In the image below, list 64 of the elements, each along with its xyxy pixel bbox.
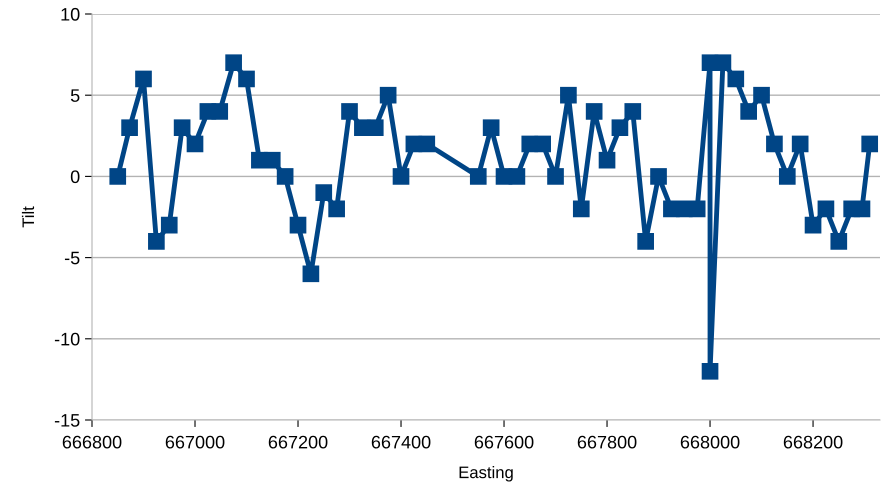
point — [586, 103, 602, 120]
point — [714, 54, 732, 72]
x-tick-label: 667800 — [578, 436, 636, 449]
x-axis-title: Easting — [460, 466, 513, 482]
point — [804, 216, 822, 234]
point — [135, 70, 152, 88]
point — [392, 168, 410, 185]
point — [174, 119, 190, 136]
x-tick-label: 667600 — [474, 436, 534, 449]
point — [276, 168, 294, 185]
point — [109, 168, 126, 185]
point — [211, 103, 228, 120]
point — [315, 184, 332, 201]
point — [572, 200, 590, 218]
x-tick-label: 667200 — [268, 436, 328, 449]
point — [598, 152, 616, 168]
point — [328, 200, 345, 218]
point — [778, 168, 796, 185]
point — [264, 152, 281, 168]
point — [637, 233, 654, 250]
y-tick-label: 5 — [70, 89, 80, 102]
point — [612, 119, 628, 136]
point — [121, 119, 138, 136]
point — [186, 136, 204, 152]
point — [238, 70, 255, 88]
point — [482, 119, 500, 136]
point — [160, 216, 178, 234]
point — [727, 70, 744, 88]
point — [854, 200, 870, 218]
point — [470, 168, 487, 185]
point — [508, 168, 526, 185]
point — [534, 136, 551, 152]
x-tick-label: 667400 — [372, 436, 430, 449]
point — [366, 119, 384, 136]
point — [560, 86, 577, 104]
point — [225, 54, 242, 72]
point — [418, 136, 436, 152]
y-tick-label: 10 — [61, 8, 80, 21]
point — [818, 200, 834, 218]
point — [547, 168, 564, 185]
point — [740, 103, 757, 120]
point — [792, 136, 809, 152]
x-tick-label: 668000 — [680, 436, 740, 449]
point — [290, 216, 306, 234]
point — [753, 86, 770, 104]
y-axis-title: Tilt — [22, 206, 34, 228]
point — [148, 233, 165, 250]
y-tick-label: -15 — [54, 414, 80, 427]
y-tick-label: -5 — [64, 252, 80, 264]
point — [624, 103, 642, 120]
point — [380, 86, 396, 104]
point — [650, 168, 667, 185]
x-tick-label: 667000 — [166, 436, 224, 449]
x-tick-label: 666800 — [62, 436, 122, 449]
point — [688, 200, 706, 218]
point — [702, 362, 718, 380]
x-tick-label: 668200 — [784, 436, 842, 449]
y-tick-label: -10 — [54, 332, 80, 346]
point — [302, 266, 320, 282]
point — [341, 103, 358, 120]
y-tick-label: 0 — [70, 170, 80, 184]
point — [830, 233, 848, 250]
point — [766, 136, 783, 152]
point — [861, 136, 878, 152]
